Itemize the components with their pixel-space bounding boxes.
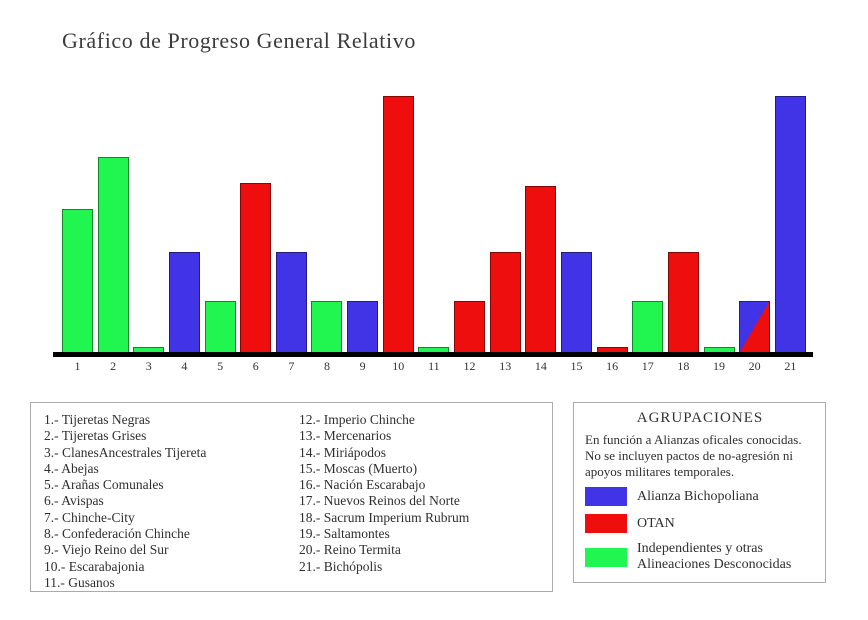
key-item: 13.- Mercenarios [299, 428, 392, 444]
bar-20 [739, 301, 771, 352]
key-item: 21.- Bichópolis [299, 558, 383, 574]
legend-box: AGRUPACIONES En función a Alianzas ofica… [573, 402, 826, 583]
bar-19 [703, 347, 735, 352]
key-item: 3.- ClanesAncestrales Tijereta [44, 444, 207, 460]
x-tick-5: 5 [217, 359, 224, 373]
legend-entry-red: OTAN [585, 514, 815, 534]
x-tick-10: 10 [392, 359, 405, 373]
key-item: 5.- Arañas Comunales [44, 477, 164, 493]
red-swatch [585, 514, 627, 534]
bar-14 [525, 186, 557, 352]
legend-label-red: OTAN [637, 515, 675, 531]
key-item: 9.- Viejo Reino del Sur [44, 542, 169, 558]
x-tick-9: 9 [359, 359, 366, 373]
x-axis-line [53, 352, 813, 357]
x-tick-20: 20 [748, 359, 761, 373]
x-tick-2: 2 [110, 359, 117, 373]
key-item: 15.- Moscas (Muerto) [299, 460, 418, 476]
legend-description: En función a Alianzas oficales conocidas… [585, 432, 802, 479]
key-item: 10.- Escarabajonia [44, 558, 145, 574]
key-item: 6.- Avispas [44, 493, 104, 509]
x-tick-4: 4 [181, 359, 188, 373]
x-tick-11: 11 [428, 359, 440, 373]
bar-15 [560, 252, 592, 352]
legend-title: AGRUPACIONES [636, 410, 764, 426]
key-item: 12.- Imperio Chinche [299, 412, 415, 427]
x-axis-labels: 1 2 3 4 5 6 7 8 9 10 11 12 13 14 15 16 17 18 19 20 21 [62, 359, 806, 374]
legend-label-green: Independientes y otras Alineaciones Desc… [637, 541, 792, 573]
bar-13 [489, 252, 521, 352]
bar-11 [418, 347, 450, 352]
key-column-1: 1.- Tijeretas Negras 2.- Tijeretas Grises… [44, 412, 206, 591]
key-item: 20.- Reino Termita [299, 542, 401, 558]
bar-5 [204, 301, 236, 352]
bars-area [62, 96, 806, 352]
key-item: 19.- Saltamontes [299, 526, 390, 542]
chart-title: Gráfico de Progreso General Relativo [62, 28, 416, 53]
x-tick-18: 18 [677, 359, 690, 373]
key-item: 8.- Confederación Chinche [44, 526, 190, 542]
bar-2 [97, 157, 129, 352]
key-item: 4.- Abejas [44, 460, 99, 476]
key-item: 1.- Tijeretas Negras [44, 412, 151, 427]
x-tick-13: 13 [499, 359, 512, 373]
bar-4 [168, 252, 200, 352]
x-tick-1: 1 [74, 359, 81, 373]
key-item: 17.- Nuevos Reinos del Norte [299, 493, 460, 509]
bar-9 [347, 301, 379, 352]
bar-16 [596, 347, 628, 352]
bar-18 [667, 252, 699, 352]
bar-17 [632, 301, 664, 352]
key-box: 1.- Tijeretas Negras 2.- Tijeretas Grises… [30, 402, 553, 592]
x-tick-21: 21 [784, 359, 797, 373]
x-tick-17: 17 [641, 359, 654, 373]
bar-1 [62, 209, 93, 352]
key-item: 14.- Miriápodos [299, 444, 386, 460]
x-tick-3: 3 [145, 359, 152, 373]
x-tick-6: 6 [252, 359, 259, 373]
x-tick-14: 14 [534, 359, 547, 373]
key-item: 2.- Tijeretas Grises [44, 428, 147, 444]
key-item: 16.- Nación Escarabajo [299, 477, 426, 493]
bar-21 [774, 96, 806, 352]
bar-10 [382, 96, 414, 352]
x-tick-7: 7 [288, 359, 295, 373]
x-tick-16: 16 [606, 359, 619, 373]
bar-8 [311, 301, 343, 352]
green-swatch [585, 547, 627, 567]
key-item: 7.- Chinche-City [44, 509, 135, 525]
bar-12 [454, 301, 486, 352]
blue-swatch [585, 487, 627, 507]
x-tick-12: 12 [463, 359, 476, 373]
bar-7 [275, 252, 307, 352]
x-tick-8: 8 [323, 359, 330, 373]
bar-chart: 1 2 3 4 5 6 7 8 9 10 11 12 13 14 15 16 17 18 19 20 21 [53, 96, 813, 374]
x-tick-15: 15 [570, 359, 583, 373]
key-column-2: 12.- Imperio Chinche 13.- Mercenarios 14.-… [299, 412, 469, 575]
key-item: 18.- Sacrum Imperium Rubrum [299, 509, 470, 525]
bar-6 [240, 183, 272, 352]
key-item: 11.- Gusanos [44, 574, 115, 590]
legend-entries: Alianza Bichopoliana OTAN Independientes… [585, 487, 815, 573]
legend-label-blue: Alianza Bichopoliana [637, 488, 759, 504]
bar-3 [133, 347, 165, 352]
x-tick-19: 19 [713, 359, 726, 373]
legend-entry-blue: Alianza Bichopoliana [585, 487, 815, 507]
legend-entry-green: Independientes y otras Alineaciones Desc… [585, 541, 815, 573]
